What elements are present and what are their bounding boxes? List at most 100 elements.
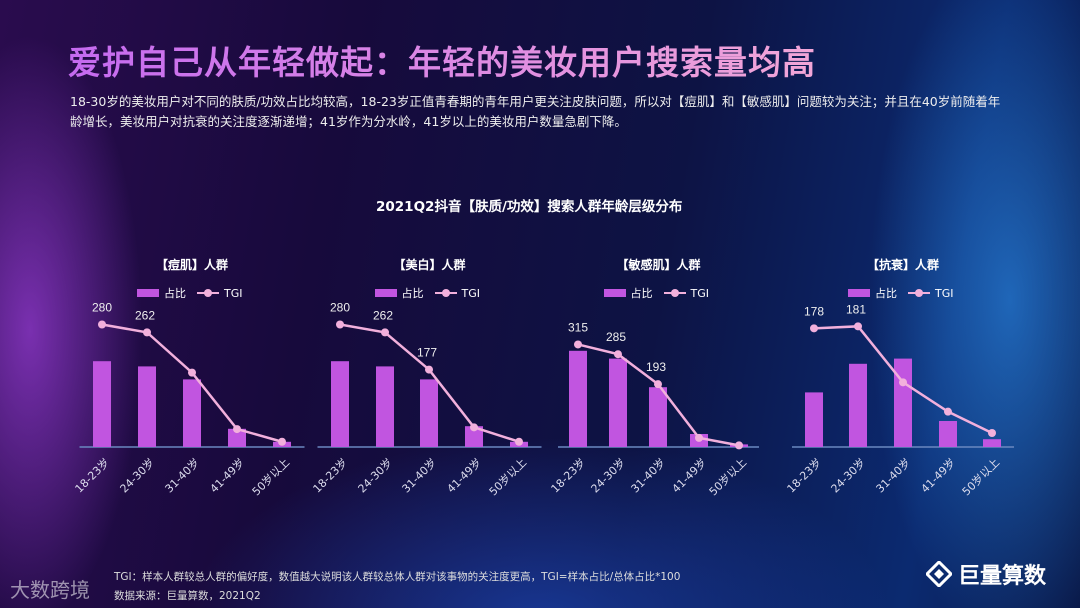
tgi-data-label: 280 [330,301,350,315]
bar [420,379,438,447]
bar [93,361,111,447]
brand-name: 巨量算数 [958,564,1047,589]
subchart-title: 【美白】人群 [393,258,466,272]
legend-bar-swatch [137,289,159,297]
bar [465,426,483,447]
x-tick-label: 18-23岁 [310,455,350,495]
x-tick-label: 31-40岁 [399,455,439,495]
bar [569,350,587,447]
watermark: 大数跨境 [10,578,90,602]
x-tick-label: 24-30岁 [117,455,157,495]
legend-line-label: TGI [224,286,243,300]
tgi-data-label: 181 [846,302,866,316]
x-tick-label: 31-40岁 [873,455,913,495]
x-tick-label: 24-30岁 [588,455,628,495]
legend-bar-swatch [374,289,397,297]
legend-bar-label: 占比 [875,287,897,300]
x-tick-label: 50岁以上 [959,455,1002,498]
tgi-data-label: 193 [646,360,666,374]
bar [228,428,246,447]
description: 18-30岁的美妆用户对不同的肤质/功效占比均较高，18-23岁正值青春期的青年… [70,94,1001,129]
bar [138,366,156,447]
tgi-data-label: 280 [92,301,112,315]
bar [376,366,394,447]
tgi-point [470,423,478,432]
x-tick-label: 24-30岁 [355,455,395,495]
tgi-data-label: 262 [373,308,393,322]
bar [649,387,667,447]
tgi-point [233,425,241,434]
tgi-point [143,328,151,337]
x-tick-label: 24-30岁 [828,455,868,495]
bar [983,439,1001,447]
page-title: 爱护自己从年轻做起：年轻的美妆用户搜索量均高 [68,36,816,84]
bar [183,379,201,447]
legend: 占比 TGI [137,285,243,301]
tgi-point [336,320,344,329]
legend-line-swatch [434,289,457,297]
tgi-point [515,437,523,446]
legend-line-swatch [663,289,686,297]
tgi-data-label: 285 [606,330,626,344]
x-tick-label: 31-40岁 [162,455,202,495]
x-tick-label: 18-23岁 [784,455,824,495]
legend-bar-swatch [603,289,626,297]
x-tick-label: 41-49岁 [918,455,958,495]
tgi-point [988,429,996,437]
x-tick-label: 50岁以上 [486,455,529,498]
legend-line-label: TGI [461,286,481,300]
x-tick-label: 41-49岁 [669,455,709,495]
tgi-point [188,368,196,377]
tgi-data-label: 262 [135,308,155,322]
tgi-point [810,324,818,333]
tgi-point [654,380,662,389]
legend-line-swatch [197,289,219,297]
tgi-point [574,340,582,349]
source-note: 数据来源：巨量算数，2021Q2 [114,590,261,602]
x-tick-label: 18-23岁 [72,455,112,495]
tgi-point [899,378,907,387]
x-tick-label: 41-49岁 [207,455,247,495]
bar [805,392,823,447]
tgi-point [278,437,286,446]
brand-logo: 巨量算数 [926,558,1046,590]
x-tick-label: 50岁以上 [706,455,749,498]
legend: 占比 TGI [603,285,710,301]
legend-bar-label: 占比 [630,287,653,300]
x-tick-label: 41-49岁 [444,455,484,495]
tgi-point [695,433,703,442]
tgi-data-label: 177 [417,346,437,360]
tgi-data-label: 315 [568,320,588,334]
chart-title: 2021Q2抖音【肤质/功效】搜索人群年龄层级分布 [376,199,683,215]
footnote: TGI：样本人群较总人群的偏好度，数值越大说明该人群较总体人群对该事物的关注度更… [114,571,681,583]
tgi-point [381,328,389,337]
subchart-title: 【痘肌】人群 [155,258,228,272]
brand-logo-icon [926,561,952,587]
legend-bar-label: 占比 [164,287,186,300]
tgi-point [98,320,106,329]
bar [939,421,957,447]
tgi-point [944,407,952,416]
subchart-title: 【敏感肌】人群 [616,258,701,272]
legend-line-swatch [908,289,930,297]
legend-line-label: TGI [690,286,710,300]
legend: 占比 TGI [848,285,954,301]
bar [331,361,349,447]
legend-bar-swatch [848,289,870,297]
tgi-point [614,350,622,359]
tgi-point [425,365,433,374]
subchart-title: 【抗衰】人群 [866,258,939,272]
tgi-point [735,441,743,450]
legend-bar-label: 占比 [401,287,424,300]
bar [849,363,867,447]
bar [894,358,912,447]
tgi-point [854,322,862,331]
x-tick-label: 18-23岁 [548,455,588,495]
legend: 占比 TGI [374,285,481,301]
x-tick-label: 31-40岁 [628,455,668,495]
tgi-data-label: 178 [804,304,824,318]
bar [609,358,627,447]
legend-line-label: TGI [935,286,954,300]
x-tick-label: 50岁以上 [249,455,292,498]
